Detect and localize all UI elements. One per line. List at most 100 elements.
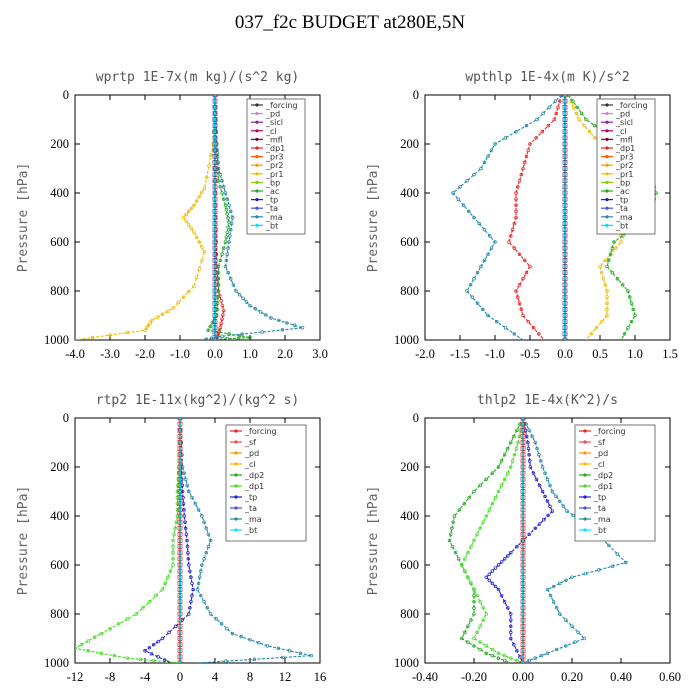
data-point	[562, 196, 568, 202]
data-point	[180, 489, 185, 494]
data-point	[177, 630, 183, 635]
data-point	[172, 532, 176, 537]
data-point	[188, 569, 192, 573]
data-point	[627, 295, 632, 299]
data-point	[162, 658, 167, 662]
data-point	[515, 648, 519, 653]
data-point	[223, 240, 228, 244]
data-point	[177, 483, 183, 488]
legend-label: _bp	[615, 178, 630, 187]
data-point	[570, 624, 574, 628]
data-point	[562, 95, 568, 98]
legend-marker	[583, 429, 587, 433]
data-point	[226, 216, 230, 220]
data-point	[527, 453, 531, 457]
data-point	[570, 575, 574, 579]
data-point	[470, 295, 475, 299]
data-point	[166, 309, 170, 313]
data-point	[134, 612, 139, 616]
data-point	[185, 483, 189, 488]
x-tick-label: 0.0	[557, 347, 573, 361]
data-point	[540, 130, 544, 134]
data-point	[605, 313, 609, 318]
legend-label: _dp1	[593, 482, 613, 491]
data-point	[535, 446, 539, 451]
data-point	[484, 575, 489, 579]
data-point	[520, 532, 526, 537]
data-point	[202, 520, 206, 524]
data-point	[493, 240, 497, 244]
legend-box	[225, 424, 307, 542]
data-point	[599, 270, 604, 275]
data-point	[177, 476, 183, 482]
legend-label: _cl	[615, 127, 627, 136]
data-point	[177, 660, 183, 663]
data-point	[562, 282, 568, 288]
data-point	[582, 636, 586, 641]
data-point	[160, 587, 165, 592]
data-point	[520, 605, 526, 611]
data-point	[515, 544, 519, 549]
data-point	[527, 459, 532, 463]
data-point	[212, 282, 218, 288]
legend-label: _bt	[244, 526, 257, 535]
data-point	[226, 246, 230, 250]
data-point	[520, 464, 526, 470]
data-point	[155, 315, 160, 320]
data-point	[200, 258, 204, 263]
data-point	[562, 153, 568, 159]
data-point	[562, 184, 568, 190]
data-point	[509, 636, 513, 641]
legend-label: _forcing	[265, 101, 298, 110]
data-point	[204, 550, 209, 555]
legend-label: _cl	[265, 127, 277, 136]
data-point	[547, 105, 551, 109]
data-point	[204, 175, 209, 179]
legend-label: _bt	[615, 221, 628, 230]
data-point	[554, 494, 558, 499]
legend-label: _dp1	[244, 482, 264, 491]
data-point	[177, 544, 183, 549]
data-point	[187, 563, 191, 567]
legend-label: _dp1	[265, 144, 285, 153]
legend-marker	[234, 451, 238, 455]
legend-marker	[255, 198, 259, 202]
legend-label: _bt	[593, 526, 606, 535]
data-point	[561, 504, 566, 508]
data-point	[196, 508, 201, 512]
data-point	[177, 489, 183, 494]
data-point	[182, 514, 187, 518]
legend-label: _dp1	[615, 144, 635, 153]
x-tick-label: -12	[67, 670, 84, 684]
x-tick-label: 2.0	[277, 347, 293, 361]
data-point	[177, 605, 183, 611]
data-point	[562, 319, 568, 324]
data-point	[517, 252, 522, 257]
data-point	[551, 584, 556, 589]
data-point	[489, 148, 494, 152]
data-point	[200, 563, 204, 567]
x-tick-label: -0.40	[412, 670, 438, 684]
data-point	[206, 328, 210, 332]
data-point	[277, 318, 281, 323]
data-point	[116, 622, 121, 626]
legend-marker	[583, 462, 587, 466]
legend-marker	[605, 103, 609, 107]
data-point	[576, 630, 580, 635]
y-tick-label: 800	[400, 284, 419, 298]
data-point	[520, 562, 526, 568]
legend-marker	[234, 462, 238, 466]
data-point	[257, 641, 261, 645]
legend-marker	[583, 440, 587, 444]
data-point	[183, 526, 188, 530]
data-point	[587, 130, 592, 134]
data-point	[260, 330, 265, 334]
plot-frame	[424, 94, 671, 341]
data-point	[517, 301, 522, 306]
data-point	[171, 557, 175, 561]
data-point	[509, 550, 513, 555]
data-point	[472, 172, 476, 177]
data-point	[514, 215, 518, 220]
data-point	[484, 651, 489, 655]
